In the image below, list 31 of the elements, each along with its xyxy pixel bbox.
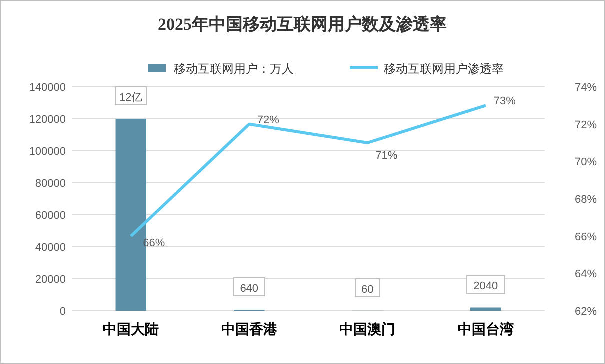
y2-tick-label: 68% — [575, 194, 598, 206]
legend-label: 移动互联网用户渗透率 — [384, 62, 504, 76]
data-label: 71% — [376, 150, 398, 162]
y2-tick-label: 72% — [575, 119, 598, 132]
data-label: 73% — [494, 96, 516, 108]
y-tick-label: 140000 — [29, 82, 66, 94]
chart-title: 2025年中国移动互联网用户数及渗透率 — [158, 15, 447, 34]
y-tick-label: 0 — [60, 306, 66, 318]
y2-tick-label: 62% — [575, 306, 598, 318]
line-series — [130, 104, 488, 238]
data-label: 640 — [240, 282, 259, 295]
y-tick-label: 100000 — [29, 146, 66, 158]
y2-tick-label: 66% — [575, 231, 598, 244]
x-tick-label: 中国澳门 — [340, 321, 396, 337]
data-label: 72% — [257, 114, 280, 126]
y2-tick-label: 64% — [575, 268, 598, 281]
bar — [470, 308, 502, 311]
y2-tick-label: 74% — [575, 82, 598, 94]
x-tick-label: 中国大陆 — [103, 321, 160, 337]
y-tick-label: 120000 — [29, 114, 66, 126]
legend-label: 移动互联网用户：万人 — [174, 62, 294, 76]
x-tick-label: 中国台湾 — [458, 321, 514, 337]
annotation: 12亿 — [120, 92, 143, 104]
x-tick-label: 中国香港 — [221, 321, 278, 337]
y-tick-label: 40000 — [35, 242, 66, 254]
y-tick-label: 20000 — [35, 274, 66, 286]
data-label: 60 — [362, 284, 374, 296]
y-tick-label: 80000 — [35, 178, 66, 190]
y2-tick-label: 70% — [575, 156, 598, 169]
y-tick-label: 60000 — [35, 210, 66, 222]
data-label: 2040 — [474, 280, 498, 293]
